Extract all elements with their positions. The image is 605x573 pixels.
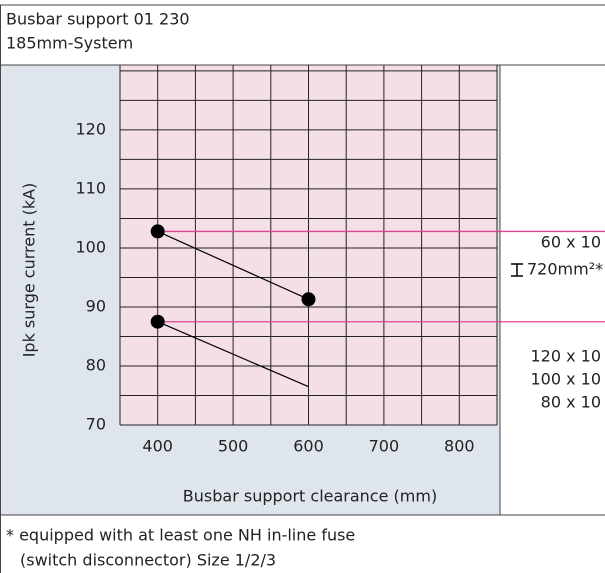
- y-tick-label: 120: [75, 119, 106, 138]
- x-tick-label: 700: [369, 437, 400, 456]
- series-label: 120 x 10: [530, 347, 601, 366]
- y-tick-label: 90: [86, 296, 106, 315]
- series-label: 60 x 10: [541, 233, 601, 252]
- y-tick-label: 70: [86, 415, 106, 434]
- x-tick-label: 600: [293, 437, 324, 456]
- x-tick-label: 500: [218, 437, 249, 456]
- series-label: 100 x 10: [530, 370, 601, 389]
- footnote: * equipped with at least one NH in-line …: [6, 526, 355, 545]
- bracket-icon: [511, 263, 523, 277]
- y-tick-label: 100: [75, 237, 106, 256]
- footnote: (switch disconnector) Size 1/2/3: [20, 551, 276, 570]
- series-line: [157, 321, 309, 388]
- y-axis-label: Ipk surge current (kA): [20, 183, 39, 358]
- point: [150, 224, 165, 239]
- point: [301, 292, 316, 307]
- series-label: 720mm²*: [527, 260, 603, 279]
- y-tick-label: 80: [86, 355, 106, 374]
- header-subtitle: 185mm-System: [6, 34, 133, 53]
- series-label: 80 x 10: [541, 393, 601, 412]
- y-tick-label: 110: [75, 178, 106, 197]
- header-title: Busbar support 01 230: [6, 10, 190, 29]
- x-tick-label: 400: [142, 437, 173, 456]
- series-line: [157, 230, 309, 300]
- x-tick-label: 800: [444, 437, 475, 456]
- point: [150, 314, 165, 329]
- x-axis-label: Busbar support clearance (mm): [183, 487, 437, 506]
